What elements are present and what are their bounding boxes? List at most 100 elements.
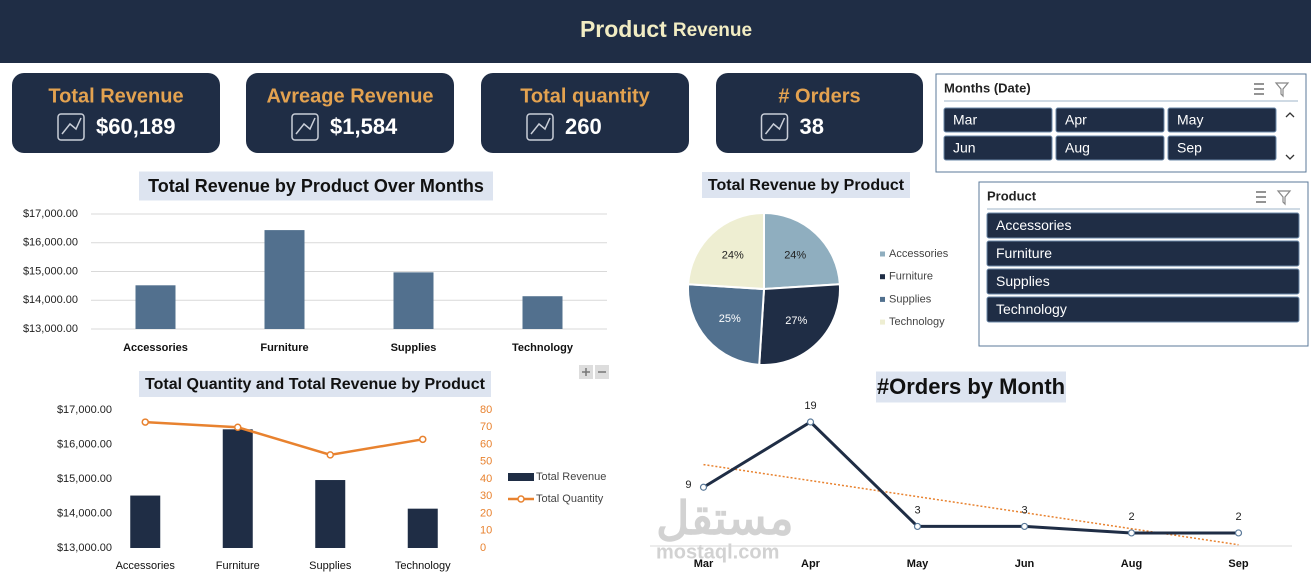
line-point xyxy=(234,423,242,431)
data-label: 24% xyxy=(784,250,806,262)
slicer-item[interactable]: Sep xyxy=(1177,140,1202,156)
chart-title-bg xyxy=(702,172,910,198)
slicer-clear-icon[interactable] xyxy=(1274,82,1290,98)
y-tick-label: $17,000.00 xyxy=(57,404,112,416)
slicer-button[interactable] xyxy=(986,296,1300,323)
chart-title: Total Revenue by Product xyxy=(708,177,905,194)
slicer-button[interactable] xyxy=(1167,107,1277,133)
x-tick-label: Furniture xyxy=(260,342,308,354)
legend-swatch xyxy=(508,473,534,481)
legend-label: Furniture xyxy=(889,271,933,283)
data-label: 2 xyxy=(1128,511,1134,523)
slicer-multiselect-icon[interactable] xyxy=(1254,83,1264,95)
slicer-title: Product xyxy=(987,188,1037,203)
chart-title: Total Revenue by Product Over Months xyxy=(148,176,484,196)
legend-label: Total Revenue xyxy=(536,471,606,483)
y-tick-label: $14,000.00 xyxy=(57,507,112,519)
data-label: 3 xyxy=(1021,504,1027,516)
x-tick-label: May xyxy=(907,558,929,570)
kpi-card xyxy=(12,73,220,153)
line-point xyxy=(699,483,708,491)
kpi-label: # Orders xyxy=(778,85,860,107)
kpi-label: Total quantity xyxy=(520,85,650,107)
slicer-clear-icon[interactable] xyxy=(1276,190,1292,206)
kpi-icon xyxy=(291,113,319,141)
chart-title-bg xyxy=(876,371,1066,403)
x-tick-label: Apr xyxy=(801,558,821,570)
line-point xyxy=(1234,529,1243,537)
kpi-label: Total Revenue xyxy=(48,85,183,107)
chart-title-bg xyxy=(139,171,493,201)
line-point xyxy=(419,435,427,444)
slicer-item[interactable]: Furniture xyxy=(996,245,1052,261)
y-tick-label: $15,000.00 xyxy=(23,265,78,277)
bar xyxy=(222,429,253,548)
data-label: 9 xyxy=(685,479,691,491)
slicer-item[interactable]: Technology xyxy=(996,301,1067,317)
data-label: 3 xyxy=(914,504,920,516)
kpi-card xyxy=(716,73,923,153)
slicer-button[interactable] xyxy=(986,212,1300,239)
x-tick-label: Accessories xyxy=(123,342,188,354)
slicer-button[interactable] xyxy=(1055,107,1165,133)
line xyxy=(702,420,1239,535)
kpi-icon xyxy=(760,113,789,141)
slicer-button[interactable] xyxy=(1167,135,1277,161)
pie-slice xyxy=(687,211,765,291)
slicer-item[interactable]: Supplies xyxy=(996,273,1050,289)
header-bar xyxy=(0,0,1311,63)
line-point xyxy=(326,451,334,459)
kpi-value: 260 xyxy=(565,114,602,139)
y-tick-label: 50 xyxy=(480,456,492,468)
bar xyxy=(315,480,346,548)
kpi-label: Avreage Revenue xyxy=(266,85,433,107)
kpi-card xyxy=(246,73,454,153)
y-tick-label: $13,000.00 xyxy=(57,542,112,554)
kpi-value: $1,584 xyxy=(330,114,398,139)
x-tick-label: Mar xyxy=(694,558,714,570)
slicer-item[interactable]: May xyxy=(1177,112,1203,128)
kpi-icon-mark xyxy=(295,117,316,135)
slicer-item[interactable]: Jun xyxy=(953,140,976,156)
y-tick-label: $16,000.00 xyxy=(23,237,78,249)
chart-title: #Orders by Month xyxy=(877,374,1065,399)
y-tick-label: $17,000.00 xyxy=(23,208,78,220)
legend-label: Accessories xyxy=(889,248,949,260)
scroll-up[interactable] xyxy=(1285,112,1295,118)
line-point xyxy=(1127,529,1136,537)
header-title: Product Revenue xyxy=(580,16,752,42)
line xyxy=(145,420,423,457)
legend-swatch xyxy=(880,296,885,302)
chart-title-bg xyxy=(139,371,491,397)
y-tick-label: $16,000.00 xyxy=(57,438,112,450)
y-tick-label: 80 xyxy=(480,404,492,416)
legend-label: Total Quantity xyxy=(536,493,604,505)
bar xyxy=(264,230,305,329)
title-main: Product xyxy=(580,16,667,42)
slicer-button[interactable] xyxy=(986,268,1300,295)
slicer-item[interactable]: Apr xyxy=(1065,112,1087,128)
legend-marker xyxy=(517,495,525,503)
bar xyxy=(522,296,563,329)
chart-title: Total Quantity and Total Revenue by Prod… xyxy=(145,376,486,393)
y-tick-label: 0 xyxy=(480,542,486,554)
watermark: mostaql.com xyxy=(656,541,779,563)
slicer-button[interactable] xyxy=(1055,135,1165,161)
y-tick-label: 60 xyxy=(480,438,492,450)
x-tick-label: Aug xyxy=(1121,558,1142,570)
y-tick-label: 70 xyxy=(480,421,492,433)
slicer-multiselect-icon[interactable] xyxy=(1256,191,1266,203)
slicer-button[interactable] xyxy=(943,107,1053,133)
zoom-icons xyxy=(582,368,606,376)
slicer-item[interactable]: Aug xyxy=(1065,140,1090,156)
kpi-icon-mark xyxy=(530,117,551,135)
bar xyxy=(130,495,161,548)
y-tick-label: 10 xyxy=(480,525,492,537)
slicer-item[interactable]: Mar xyxy=(953,112,977,128)
slicer-item[interactable]: Accessories xyxy=(996,217,1071,233)
slicer-button[interactable] xyxy=(986,240,1300,267)
scroll-down[interactable] xyxy=(1285,154,1295,160)
data-label: 24% xyxy=(722,250,744,262)
slicer-button[interactable] xyxy=(943,135,1053,161)
